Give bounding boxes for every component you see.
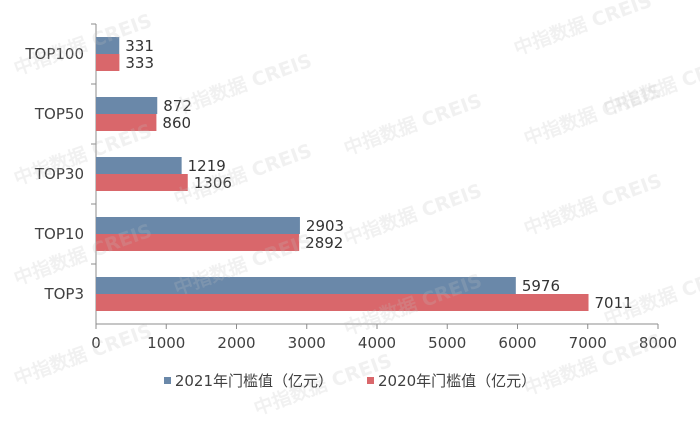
data-label: 2903 [306,217,344,235]
legend-item-2020: 2020年门槛值（亿元） [367,370,536,391]
bar-2020 [96,234,300,251]
data-label: 872 [163,97,192,115]
y-tick-label: TOP100 [24,45,84,63]
x-tick-label: 5000 [428,334,466,352]
bar-chart: 0 1000 2000 3000 4000 5000 6000 7000 8000 TOP100 3… [24,23,677,352]
bar-2021 [96,37,120,54]
x-tick-label: 6000 [498,334,536,352]
y-tick-label: TOP3 [43,285,84,303]
x-tick-label: 3000 [288,334,326,352]
data-label: 2892 [305,234,343,252]
y-tick-label: TOP50 [34,105,84,123]
bar-2021 [96,277,516,294]
bar-2021 [96,157,182,174]
legend-label-2021: 2021年门槛值（亿元） [174,372,333,390]
data-label: 331 [125,37,154,55]
x-tick-label: 7000 [569,334,607,352]
y-tick-label: TOP10 [34,225,84,243]
data-label: 1219 [188,157,226,175]
y-tick-label: TOP30 [34,165,84,183]
data-label: 860 [162,114,191,132]
data-label: 333 [125,54,154,72]
legend: 2021年门槛值（亿元） 2020年门槛值（亿元） [0,370,700,391]
data-label: 5976 [522,277,560,295]
data-label: 7011 [595,294,633,312]
legend-swatch-2021 [163,377,171,384]
x-tick-label: 1000 [147,334,185,352]
x-tick-label: 8000 [639,334,677,352]
bar-2020 [96,174,188,191]
legend-swatch-2020 [367,377,374,384]
legend-label-2020: 2020年门槛值（亿元） [378,372,537,390]
bar-2021 [96,217,300,234]
legend-item-2021: 2021年门槛值（亿元） [163,370,333,391]
bar-2020 [96,114,157,131]
x-tick-label: 4000 [358,334,396,352]
x-tick-label: 2000 [217,334,255,352]
bar-2020 [96,54,120,71]
bar-2020 [96,294,589,311]
x-tick-label: 0 [91,334,101,352]
data-label: 1306 [194,174,232,192]
bar-2021 [96,97,158,114]
